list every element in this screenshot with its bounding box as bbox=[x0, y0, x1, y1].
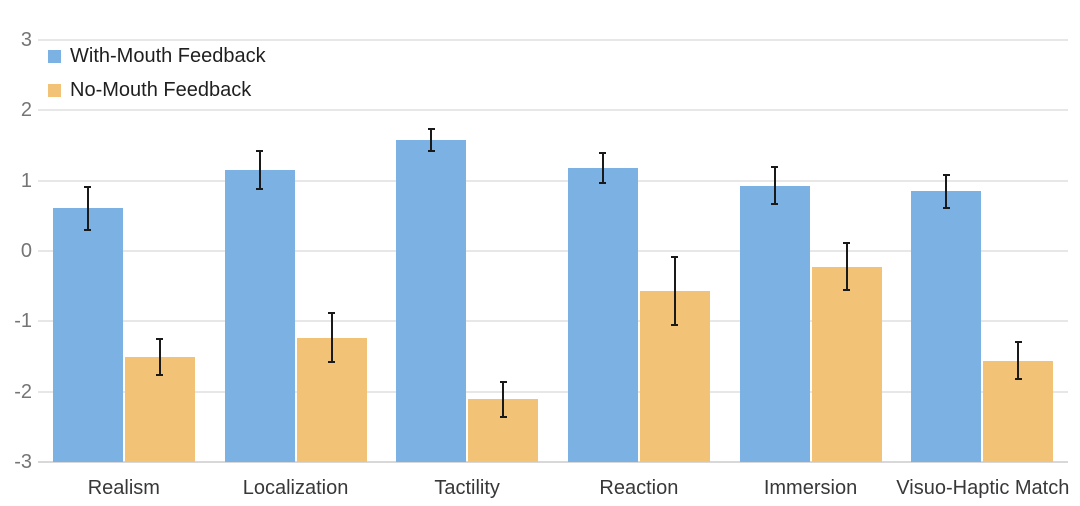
error-cap-bottom-no-mouth-feedback-visuo-haptic-match bbox=[1014, 378, 1022, 381]
error-cap-top-no-mouth-feedback-localization bbox=[328, 312, 335, 315]
error-bar-with-mouth-feedback-tactility bbox=[430, 127, 433, 152]
error-cap-bottom-no-mouth-feedback-realism bbox=[156, 373, 164, 376]
y-tick-label--2: -2 bbox=[14, 380, 32, 403]
error-bar-with-mouth-feedback-localization bbox=[258, 150, 261, 190]
error-cap-bottom-with-mouth-feedback-visuo-haptic-match bbox=[942, 206, 950, 209]
category-label-immersion: Immersion bbox=[763, 477, 858, 499]
gridline-y-0 bbox=[38, 250, 1068, 252]
error-cap-top-with-mouth-feedback-immersion bbox=[771, 165, 778, 168]
bar-with-mouth-feedback-localization bbox=[224, 170, 295, 462]
error-cap-bottom-with-mouth-feedback-reaction bbox=[599, 182, 607, 185]
error-cap-bottom-no-mouth-feedback-immersion bbox=[843, 289, 850, 292]
gridline-y--1 bbox=[38, 320, 1068, 323]
gridline-y--3 bbox=[38, 461, 1068, 463]
bar-no-mouth-feedback-immersion bbox=[811, 266, 882, 462]
category-label-tactility: Tactility bbox=[434, 477, 500, 499]
error-cap-top-no-mouth-feedback-immersion bbox=[843, 241, 850, 244]
error-cap-top-with-mouth-feedback-realism bbox=[84, 185, 92, 188]
legend-label-no-mouth: No-Mouth Feedback bbox=[70, 78, 252, 101]
error-bar-no-mouth-feedback-immersion bbox=[845, 241, 848, 292]
error-cap-top-with-mouth-feedback-visuo-haptic-match bbox=[942, 173, 950, 176]
error-bar-with-mouth-feedback-immersion bbox=[773, 165, 776, 206]
error-bar-with-mouth-feedback-realism bbox=[86, 185, 89, 231]
legend-swatch-no-mouth bbox=[48, 83, 61, 97]
error-bar-no-mouth-feedback-localization bbox=[330, 312, 333, 363]
bar-with-mouth-feedback-visuo-haptic-match bbox=[911, 191, 982, 462]
error-cap-top-no-mouth-feedback-realism bbox=[156, 337, 164, 340]
error-cap-top-with-mouth-feedback-localization bbox=[256, 150, 263, 153]
error-bar-with-mouth-feedback-visuo-haptic-match bbox=[945, 173, 948, 209]
category-label-localization: Localization bbox=[242, 477, 349, 499]
category-label-realism: Realism bbox=[87, 477, 160, 499]
y-tick-label-3: 3 bbox=[20, 29, 32, 51]
error-bar-no-mouth-feedback-tactility bbox=[502, 381, 505, 418]
gridline-y-1 bbox=[38, 179, 1068, 182]
y-tick-label--1: -1 bbox=[14, 310, 32, 333]
legend-item-with-mouth: With-Mouth Feedback bbox=[48, 44, 266, 68]
legend-swatch-with-mouth bbox=[48, 49, 61, 63]
legend: With-Mouth Feedback No-Mouth Feedback bbox=[48, 44, 266, 112]
error-cap-bottom-with-mouth-feedback-tactility bbox=[427, 149, 435, 152]
bar-with-mouth-feedback-immersion bbox=[739, 185, 810, 462]
error-cap-bottom-no-mouth-feedback-tactility bbox=[499, 415, 507, 418]
error-bar-no-mouth-feedback-reaction bbox=[673, 255, 676, 327]
gridline-y-3 bbox=[38, 39, 1068, 41]
category-label-visuo-haptic-match: Visuo-Haptic Match bbox=[896, 477, 1070, 499]
error-cap-bottom-with-mouth-feedback-immersion bbox=[771, 203, 778, 206]
error-cap-top-with-mouth-feedback-reaction bbox=[599, 151, 607, 154]
error-bar-no-mouth-feedback-visuo-haptic-match bbox=[1017, 341, 1020, 381]
error-cap-bottom-no-mouth-feedback-reaction bbox=[671, 324, 679, 327]
error-cap-bottom-with-mouth-feedback-realism bbox=[84, 228, 92, 231]
error-cap-top-no-mouth-feedback-visuo-haptic-match bbox=[1014, 341, 1022, 343]
y-tick-label-0: 0 bbox=[20, 240, 32, 262]
error-bar-no-mouth-feedback-realism bbox=[158, 337, 161, 376]
gridline-y-2 bbox=[38, 109, 1068, 112]
category-label-reaction: Reaction bbox=[599, 477, 679, 499]
error-cap-top-with-mouth-feedback-tactility bbox=[427, 127, 435, 130]
error-cap-top-no-mouth-feedback-tactility bbox=[499, 381, 507, 384]
y-tick-label-1: 1 bbox=[20, 169, 32, 192]
error-bar-with-mouth-feedback-reaction bbox=[601, 151, 604, 185]
bar-with-mouth-feedback-tactility bbox=[396, 139, 467, 462]
y-tick-label-2: 2 bbox=[20, 99, 32, 122]
bar-with-mouth-feedback-realism bbox=[52, 208, 123, 462]
legend-item-no-mouth: No-Mouth Feedback bbox=[48, 78, 266, 102]
bar-with-mouth-feedback-reaction bbox=[567, 168, 638, 462]
error-cap-bottom-no-mouth-feedback-localization bbox=[328, 360, 335, 363]
gridline-y--2 bbox=[38, 390, 1068, 393]
y-tick-label--3: -3 bbox=[14, 451, 32, 473]
error-cap-top-no-mouth-feedback-reaction bbox=[671, 255, 679, 258]
error-cap-bottom-with-mouth-feedback-localization bbox=[256, 187, 263, 190]
legend-label-with-mouth: With-Mouth Feedback bbox=[70, 44, 266, 67]
